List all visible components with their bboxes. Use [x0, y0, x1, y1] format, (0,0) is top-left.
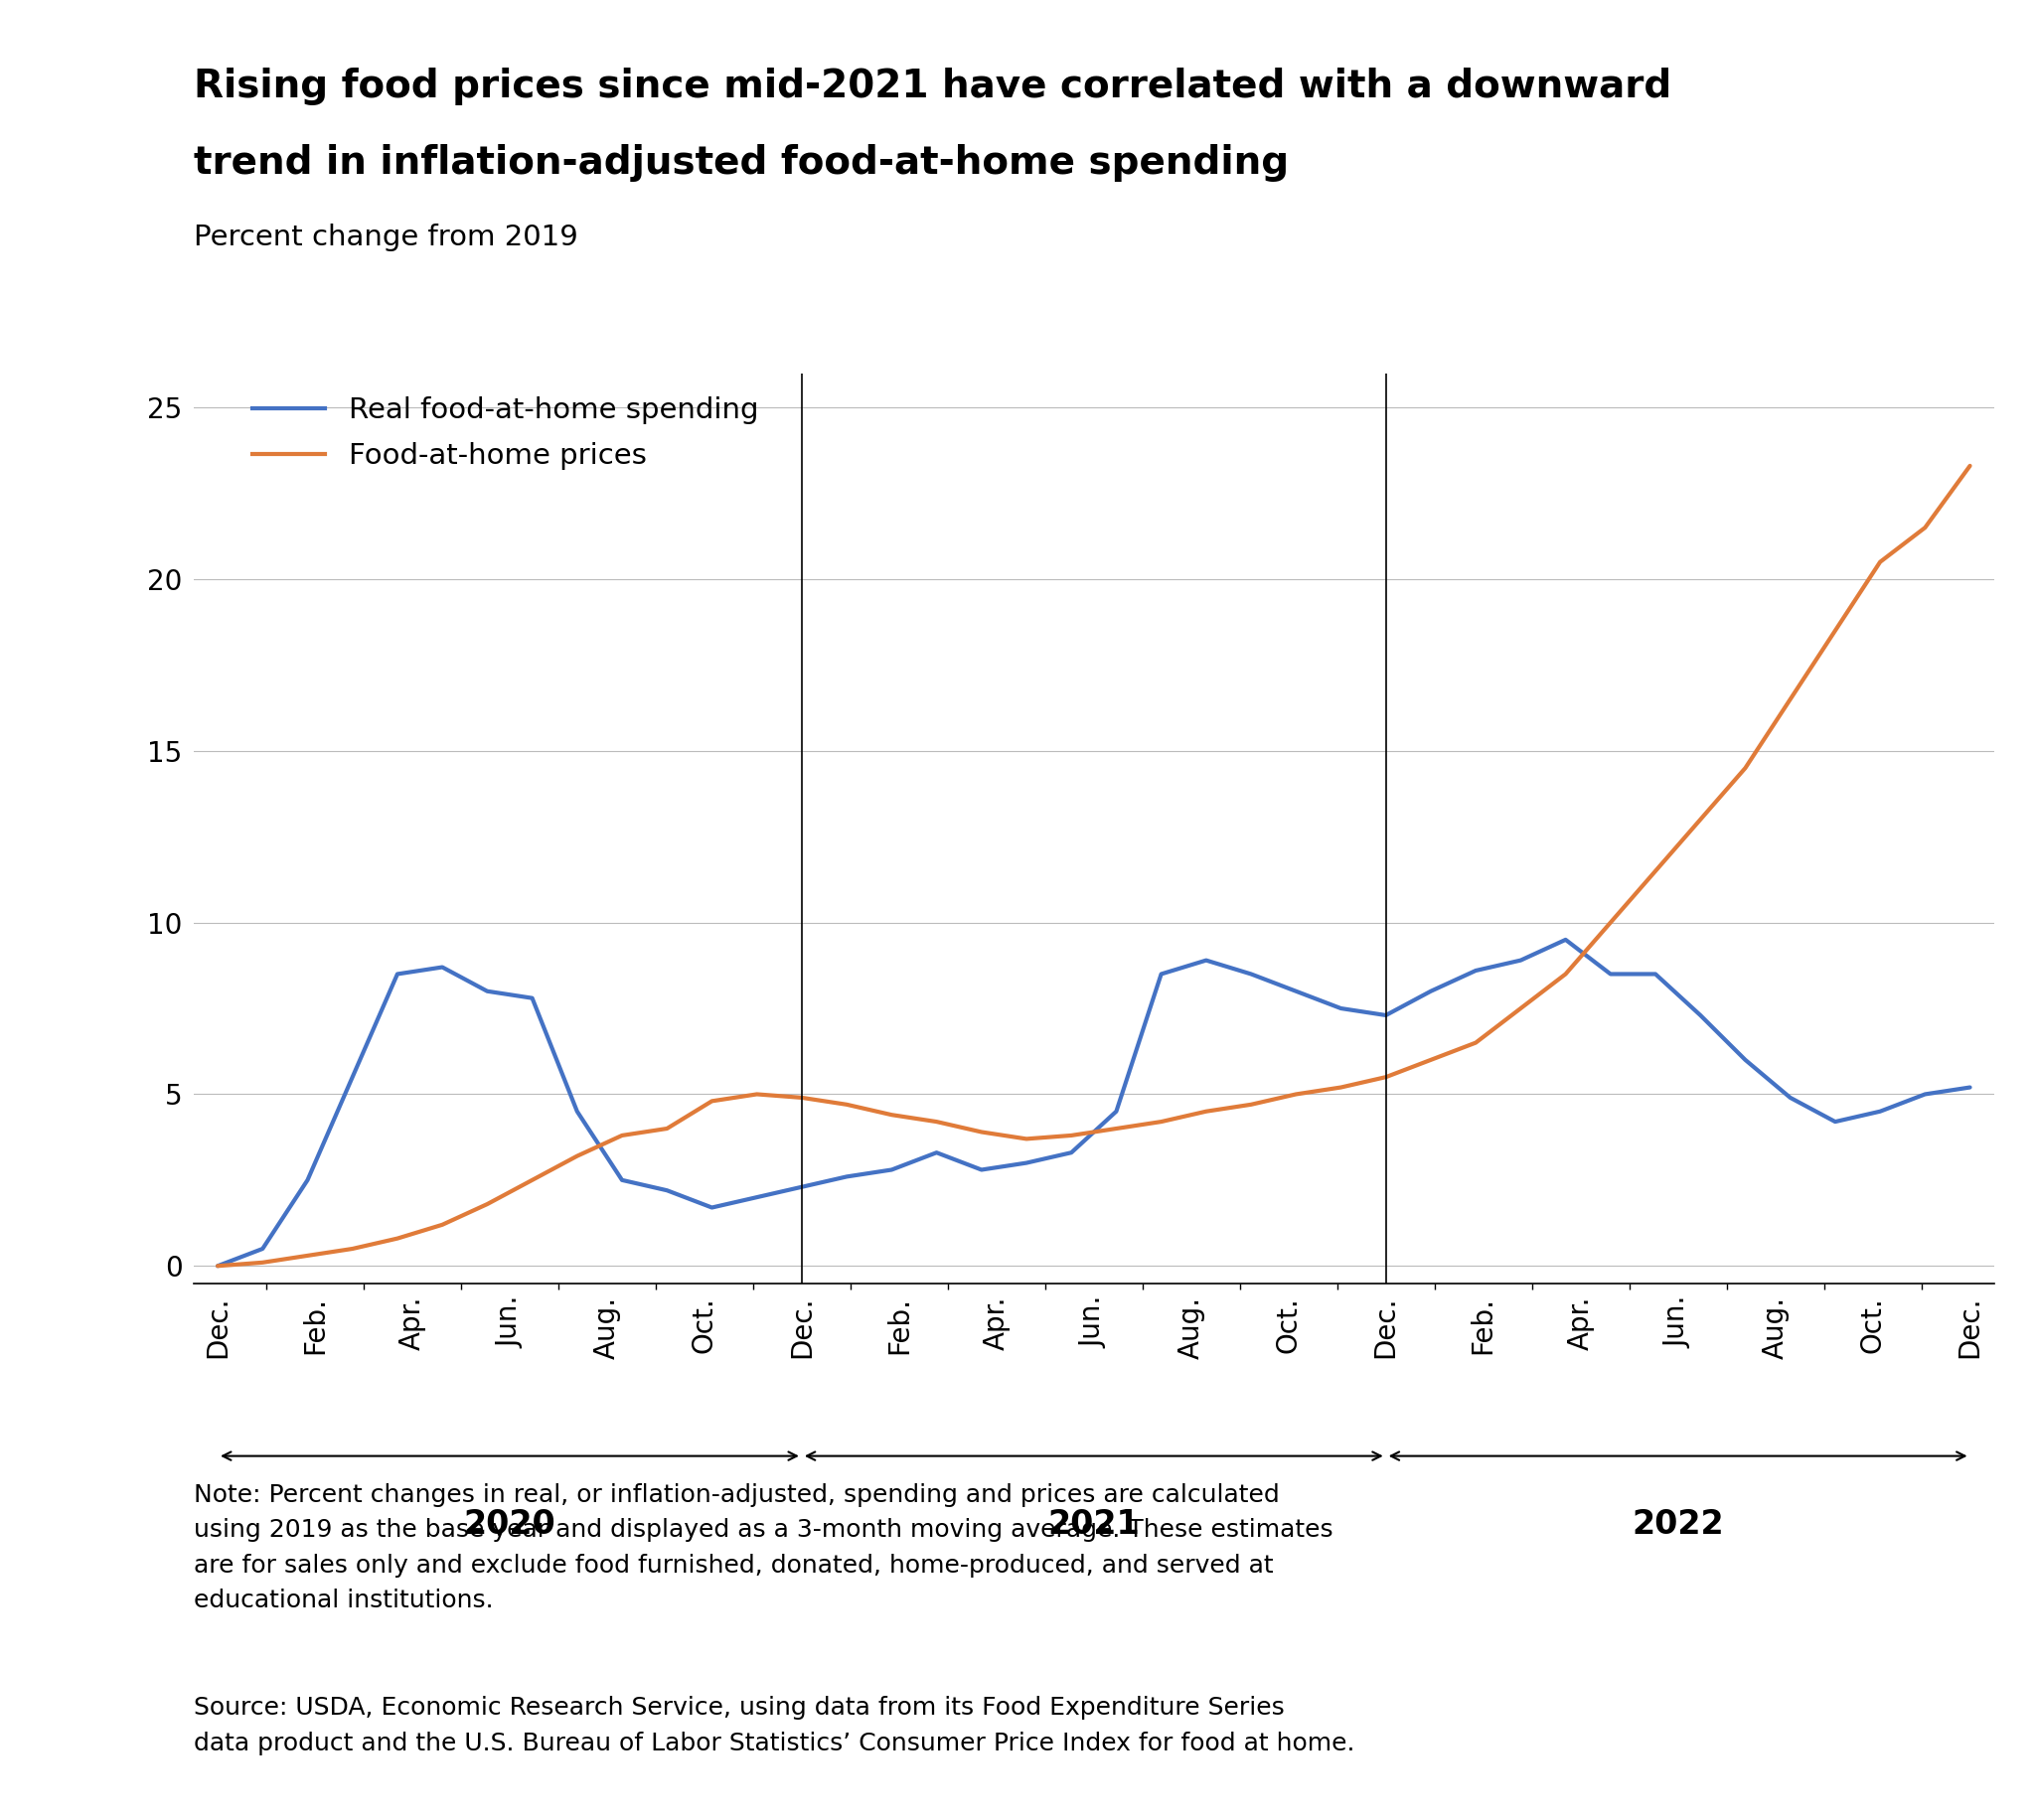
- Text: Rising food prices since mid-2021 have correlated with a downward: Rising food prices since mid-2021 have c…: [193, 67, 1671, 106]
- Text: 2021: 2021: [1048, 1507, 1140, 1542]
- Legend: Real food-at-home spending, Food-at-home prices: Real food-at-home spending, Food-at-home…: [252, 397, 759, 470]
- Text: 2022: 2022: [1632, 1507, 1724, 1542]
- Text: Source: USDA, Economic Research Service, using data from its Food Expenditure Se: Source: USDA, Economic Research Service,…: [193, 1696, 1355, 1754]
- Text: 2020: 2020: [464, 1507, 556, 1542]
- Text: Percent change from 2019: Percent change from 2019: [193, 224, 578, 251]
- Text: Note: Percent changes in real, or inflation-adjusted, spending and prices are ca: Note: Percent changes in real, or inflat…: [193, 1483, 1333, 1613]
- Text: trend in inflation-adjusted food-at-home spending: trend in inflation-adjusted food-at-home…: [193, 144, 1288, 182]
